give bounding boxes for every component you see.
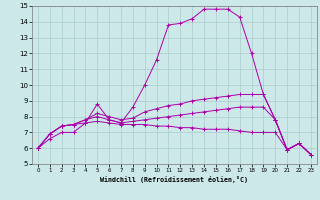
X-axis label: Windchill (Refroidissement éolien,°C): Windchill (Refroidissement éolien,°C) [100,176,248,183]
